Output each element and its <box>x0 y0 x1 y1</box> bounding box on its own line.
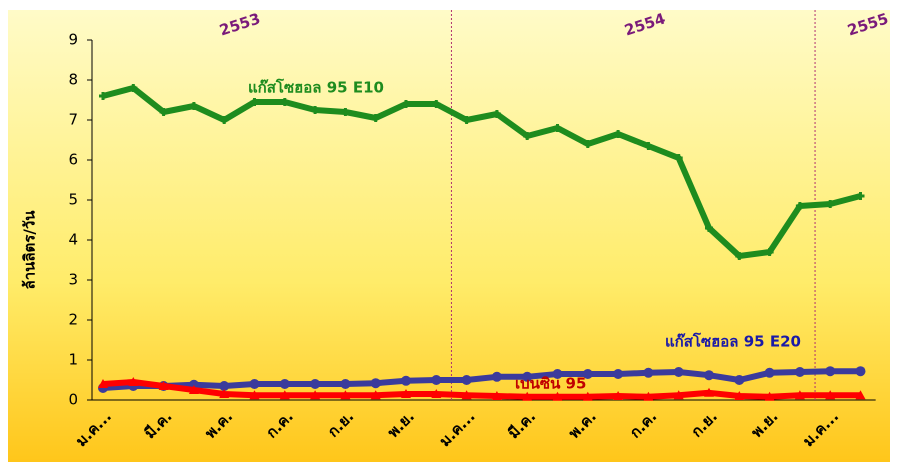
marker <box>491 391 502 400</box>
marker <box>613 369 624 379</box>
marker <box>553 124 562 132</box>
marker <box>340 390 351 400</box>
marker <box>764 391 775 401</box>
marker <box>825 390 836 400</box>
marker <box>249 390 260 400</box>
marker <box>855 390 866 400</box>
marker <box>99 92 107 100</box>
marker <box>461 375 472 385</box>
marker <box>491 371 502 382</box>
marker <box>552 369 563 379</box>
marker <box>825 366 836 377</box>
marker <box>431 389 442 398</box>
marker <box>582 369 593 379</box>
marker <box>310 390 321 400</box>
marker <box>98 379 108 388</box>
marker <box>401 375 411 386</box>
marker <box>705 224 713 232</box>
series-line <box>102 379 861 400</box>
marker <box>643 367 654 378</box>
marker <box>370 390 381 400</box>
series-label: แก๊สโซฮอล 95 E10 <box>248 78 384 97</box>
marker <box>614 130 623 138</box>
marker <box>673 367 684 377</box>
marker <box>855 366 866 377</box>
y-tick-label: 5 <box>68 191 78 209</box>
marker <box>159 108 168 116</box>
y-tick-label: 6 <box>68 151 78 169</box>
y-tick-label: 0 <box>68 391 78 409</box>
y-axis-label: ล้านลิตร/วัน <box>21 210 39 290</box>
marker <box>764 367 775 378</box>
marker <box>734 375 745 385</box>
marker <box>431 375 442 385</box>
series-line <box>102 85 862 259</box>
marker <box>794 390 805 400</box>
y-tick-label: 2 <box>68 311 78 329</box>
marker <box>188 385 199 394</box>
marker <box>522 371 533 382</box>
marker <box>522 391 533 401</box>
marker <box>189 102 198 110</box>
marker <box>249 379 260 389</box>
marker <box>644 142 653 150</box>
marker <box>673 390 684 400</box>
marker <box>340 379 351 389</box>
marker <box>462 116 471 124</box>
marker <box>341 108 350 116</box>
marker <box>704 387 714 397</box>
series-label: เบนซิน 95 <box>515 375 586 393</box>
marker <box>370 378 381 389</box>
marker <box>461 390 472 400</box>
y-tick-label: 8 <box>68 71 78 89</box>
marker <box>492 110 501 118</box>
marker <box>523 132 532 140</box>
marker <box>220 116 229 124</box>
marker <box>402 100 410 108</box>
marker <box>401 389 411 398</box>
marker <box>310 379 321 389</box>
y-tick-label: 4 <box>68 231 78 249</box>
marker <box>128 377 139 386</box>
marker <box>582 391 593 401</box>
y-tick-label: 7 <box>68 111 78 129</box>
marker <box>250 98 259 106</box>
marker <box>826 200 835 208</box>
marker <box>643 391 654 401</box>
marker <box>795 202 804 210</box>
y-tick-label: 3 <box>68 271 78 289</box>
marker <box>311 106 320 114</box>
marker <box>583 140 592 148</box>
marker <box>735 252 744 260</box>
marker <box>432 100 441 108</box>
marker <box>552 391 563 401</box>
marker <box>674 154 683 162</box>
marker <box>704 370 714 381</box>
series-line <box>102 368 861 391</box>
marker <box>219 381 230 391</box>
marker <box>280 98 289 106</box>
series-label: แก๊สโซฮอล 95 E20 <box>665 332 801 351</box>
marker <box>158 381 169 390</box>
marker <box>856 192 865 200</box>
marker <box>279 390 290 400</box>
y-tick-label: 1 <box>68 351 78 369</box>
marker <box>129 84 138 92</box>
marker <box>613 391 624 400</box>
marker <box>219 389 230 398</box>
marker <box>794 367 805 377</box>
marker <box>371 114 380 122</box>
marker <box>765 248 774 256</box>
marker <box>734 391 745 400</box>
marker <box>279 379 290 389</box>
y-tick-label: 9 <box>68 31 78 49</box>
